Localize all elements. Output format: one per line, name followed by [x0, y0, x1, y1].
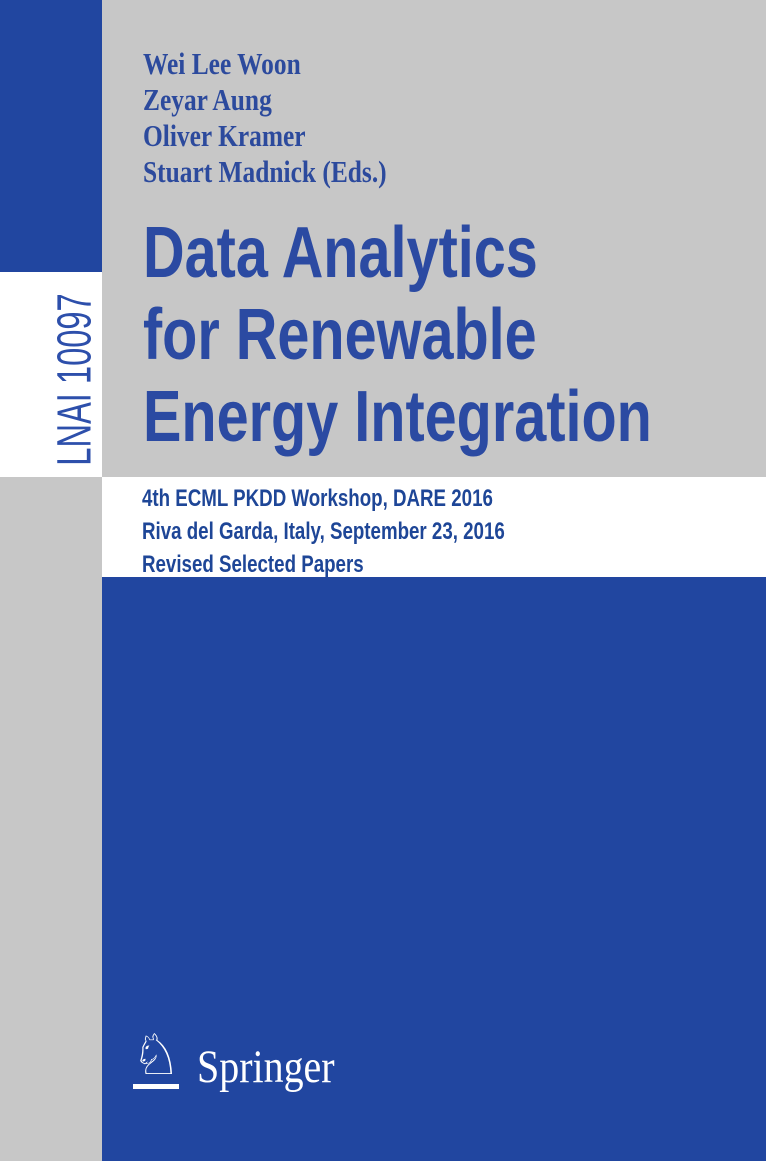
- book-title-line: Data Analytics: [143, 213, 538, 293]
- editor-name: Oliver Kramer: [143, 118, 306, 153]
- publisher-name: Springer: [197, 1041, 335, 1093]
- book-subtitle: 4th ECML PKDD Workshop, DARE 2016 Riva d…: [142, 482, 505, 581]
- logo-underline: [133, 1084, 179, 1089]
- book-title-line: Energy Integration: [143, 377, 652, 457]
- editors-block: Wei Lee Woon Zeyar Aung Oliver Kramer St…: [143, 46, 387, 190]
- spine-bottom-gray-block: [0, 477, 102, 1161]
- springer-logo: ♘ Springer: [131, 1023, 359, 1093]
- editor-name: Zeyar Aung: [143, 82, 272, 117]
- cover-top-area: Wei Lee Woon Zeyar Aung Oliver Kramer St…: [102, 0, 766, 477]
- editor-name: Wei Lee Woon: [143, 46, 301, 81]
- subtitle-line: 4th ECML PKDD Workshop, DARE 2016: [142, 485, 493, 512]
- spine-top-blue-block: [0, 0, 102, 272]
- book-title-line: for Renewable: [143, 295, 537, 375]
- subtitle-band: 4th ECML PKDD Workshop, DARE 2016 Riva d…: [102, 477, 766, 578]
- springer-logo-mark: ♘: [131, 1023, 182, 1089]
- subtitle-line: Riva del Garda, Italy, September 23, 201…: [142, 518, 505, 545]
- springer-horse-knight-icon: ♘: [131, 1023, 182, 1088]
- editor-name: Stuart Madnick (Eds.): [143, 154, 387, 189]
- series-volume-label: LNAI 10097: [48, 293, 102, 466]
- cover-bottom-area: ♘ Springer: [102, 577, 766, 1161]
- subtitle-line: Revised Selected Papers: [142, 551, 364, 578]
- spine-series-panel: LNAI 10097: [0, 272, 102, 477]
- book-title: Data Analytics for Renewable Energy Inte…: [143, 212, 652, 458]
